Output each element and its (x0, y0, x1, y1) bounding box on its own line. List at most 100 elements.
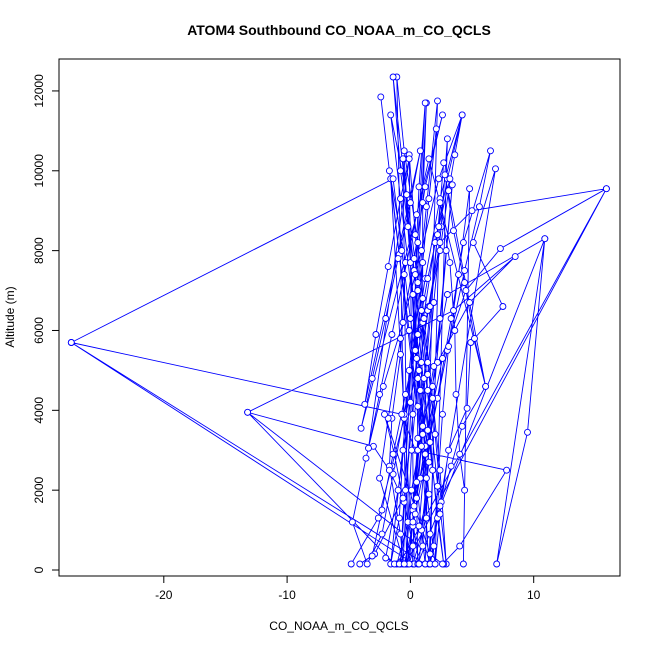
data-point (422, 514, 430, 522)
data-point (397, 530, 404, 538)
data-point (368, 374, 376, 382)
data-point (387, 111, 395, 119)
data-point (419, 295, 427, 302)
data-point (356, 560, 364, 568)
data-point (414, 331, 422, 338)
data-point (436, 247, 444, 255)
data-point (376, 474, 384, 482)
data-point (411, 231, 419, 239)
data-point (446, 175, 454, 183)
data-point (421, 99, 429, 107)
data-point (398, 247, 406, 255)
data-point (409, 518, 417, 526)
data-point (414, 287, 422, 295)
data-point (446, 259, 454, 267)
data-point (415, 522, 423, 530)
data-point (435, 223, 443, 231)
data-point (409, 542, 417, 550)
data-point (524, 428, 531, 436)
data-point (415, 366, 423, 374)
data-point (458, 111, 466, 119)
data-point (402, 390, 409, 398)
data-point (399, 446, 407, 454)
data-point (450, 307, 457, 314)
y-tick-label: 10000 (32, 154, 46, 188)
data-point (397, 195, 404, 203)
data-point (414, 402, 422, 410)
data-point (411, 510, 419, 518)
data-point (414, 279, 422, 287)
data-point (410, 255, 418, 263)
data-point (493, 560, 501, 568)
data-point (475, 203, 483, 211)
y-axis-label: Altitude (m) (3, 286, 17, 347)
data-point (436, 510, 444, 518)
data-point (463, 404, 471, 412)
data-point (397, 350, 404, 358)
chart-title: ATOM4 Southbound CO_NOAA_m_CO_QCLS (187, 22, 491, 38)
y-tick-label: 8000 (32, 237, 46, 264)
data-point (424, 426, 432, 434)
data-point (394, 486, 402, 494)
plot-marks (67, 73, 610, 568)
data-point (424, 358, 432, 366)
data-point (447, 462, 455, 470)
data-point (394, 255, 402, 263)
data-point (430, 362, 438, 370)
x-tick-label: 0 (407, 588, 414, 602)
data-point (413, 211, 421, 219)
data-point (416, 147, 424, 155)
data-point (408, 486, 416, 494)
plot-frame (58, 58, 621, 577)
data-point (425, 458, 433, 466)
data-point (408, 446, 416, 454)
data-point (399, 319, 407, 326)
data-point (418, 247, 425, 255)
data-point (447, 315, 455, 322)
data-point (416, 386, 424, 394)
data-point (492, 165, 499, 173)
x-tick-label: 10 (527, 588, 541, 602)
y-tick-label: 0 (32, 566, 46, 573)
data-point (413, 478, 421, 486)
data-point (399, 494, 407, 502)
data-point (413, 354, 421, 362)
data-point (67, 339, 75, 346)
data-point (410, 502, 418, 510)
data-point (503, 466, 511, 474)
data-point (462, 287, 470, 295)
data-point (448, 181, 456, 189)
data-point (418, 442, 425, 450)
data-point (399, 155, 407, 163)
data-point (431, 560, 439, 568)
data-point (244, 408, 252, 416)
data-point (511, 253, 519, 261)
data-point (348, 518, 356, 526)
data-point (385, 167, 393, 175)
data-point (425, 490, 433, 498)
data-point (424, 386, 432, 394)
series-line (70, 76, 608, 566)
data-point (389, 450, 397, 458)
data-point (429, 394, 437, 402)
data-point (496, 245, 504, 253)
data-point (404, 223, 412, 231)
data-point (405, 366, 413, 374)
data-point (365, 444, 372, 452)
data-point (451, 151, 459, 159)
data-point (405, 155, 413, 163)
data-point (445, 446, 453, 454)
data-point (436, 239, 444, 247)
y-tick-label: 4000 (32, 397, 46, 424)
x-tick-label: -20 (155, 588, 173, 602)
data-point (397, 335, 404, 342)
data-point (400, 271, 408, 279)
x-tick-label: -10 (278, 588, 296, 602)
data-point (414, 239, 422, 247)
data-point (442, 247, 450, 255)
data-point (461, 279, 469, 287)
data-point (541, 235, 549, 243)
data-point (456, 450, 464, 458)
